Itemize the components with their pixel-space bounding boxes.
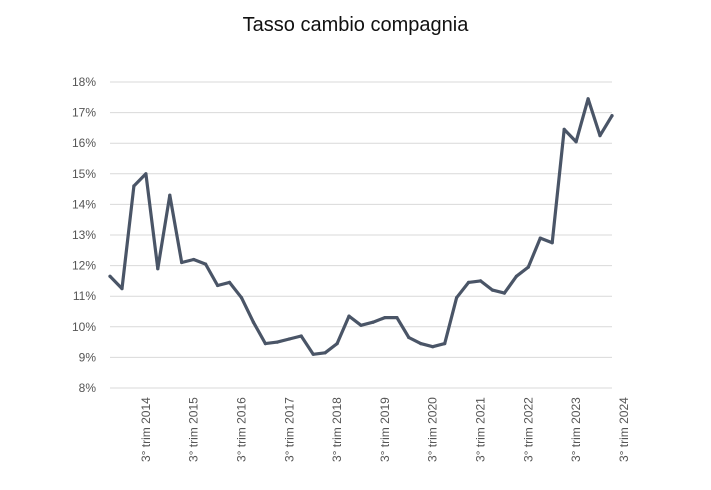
x-tick-label: 3° trim 2014: [139, 397, 153, 462]
series-layer: [108, 97, 614, 356]
data-point: [443, 342, 447, 346]
x-tick-label: 3° trim 2024: [617, 397, 631, 462]
data-point: [395, 316, 399, 320]
y-axis-ticks: 8% 9% 10% 11% 12% 13% 14% 15% 16% 17% 18%: [72, 75, 96, 395]
x-tick-label: 3° trim 2023: [569, 397, 583, 462]
y-tick-label: 10%: [72, 320, 96, 334]
data-point: [108, 274, 112, 278]
data-point: [299, 334, 303, 338]
data-point: [371, 320, 375, 324]
data-point: [562, 127, 566, 131]
data-point: [455, 296, 459, 300]
data-point: [132, 184, 136, 188]
data-point: [586, 97, 590, 101]
data-point: [120, 287, 124, 291]
data-point: [311, 352, 315, 356]
data-point: [419, 342, 423, 346]
data-point: [251, 320, 255, 324]
data-point: [263, 342, 267, 346]
data-point: [598, 134, 602, 138]
y-tick-label: 17%: [72, 106, 96, 120]
x-tick-label: 3° trim 2021: [474, 397, 488, 462]
x-tick-label: 3° trim 2015: [187, 397, 201, 462]
x-tick-label: 3° trim 2017: [282, 397, 296, 462]
data-point: [538, 236, 542, 240]
y-tick-label: 14%: [72, 197, 96, 211]
data-point: [275, 340, 279, 344]
grid-lines: [110, 81, 612, 389]
data-point: [168, 193, 172, 197]
x-tick-label: 3° trim 2022: [521, 397, 535, 462]
y-tick-label: 9%: [79, 350, 97, 364]
data-point: [156, 267, 160, 271]
data-point: [287, 337, 291, 341]
data-point: [204, 262, 208, 266]
data-point: [407, 335, 411, 340]
x-tick-label: 3° trim 2019: [378, 397, 392, 462]
data-point: [478, 279, 483, 283]
data-point: [335, 342, 339, 346]
data-point: [502, 291, 506, 295]
x-tick-label: 3° trim 2020: [426, 397, 440, 462]
data-point: [347, 314, 351, 318]
chart-title: Tasso cambio compagnia: [242, 14, 469, 36]
data-point: [610, 114, 614, 118]
data-point: [227, 280, 232, 284]
data-point: [144, 172, 148, 176]
data-point: [431, 345, 435, 349]
y-tick-label: 16%: [72, 136, 96, 150]
y-tick-label: 12%: [72, 259, 96, 273]
y-tick-label: 11%: [73, 289, 96, 303]
data-point: [323, 351, 327, 355]
y-tick-label: 8%: [79, 381, 97, 395]
x-tick-label: 3° trim 2018: [330, 397, 344, 462]
x-tick-label: 3° trim 2016: [234, 397, 248, 462]
y-tick-label: 18%: [72, 75, 96, 89]
series-line: [108, 97, 614, 356]
y-tick-label: 13%: [72, 228, 96, 242]
data-point: [383, 316, 387, 320]
data-point: [216, 283, 220, 288]
data-point: [526, 265, 530, 269]
data-point: [574, 140, 578, 144]
data-point: [239, 296, 244, 300]
data-point: [490, 288, 495, 292]
data-point: [550, 241, 554, 245]
y-tick-label: 15%: [72, 167, 96, 181]
data-point: [467, 280, 471, 284]
x-axis-ticks: 3° trim 2014 3° trim 2015 3° trim 2016 3° t…: [139, 397, 631, 462]
data-point: [192, 257, 196, 262]
data-point: [359, 323, 363, 327]
data-point: [514, 274, 519, 278]
data-point: [180, 260, 184, 265]
